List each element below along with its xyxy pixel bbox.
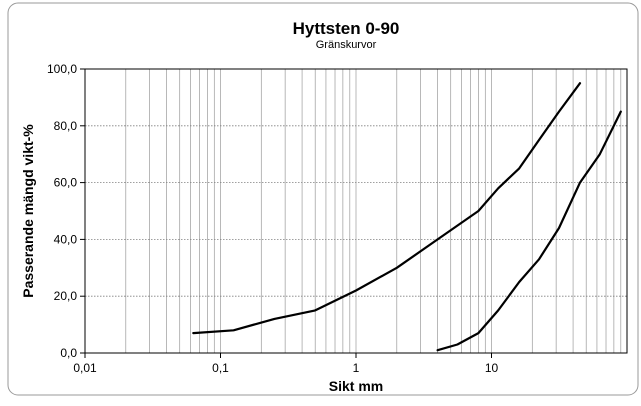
x-tick-label: 0,01 <box>73 361 97 375</box>
x-axis-ticks: 0,01 0,1 1 10 <box>73 353 498 375</box>
y-tick-label: 0,0 <box>60 346 77 360</box>
y-tick-label: 80,0 <box>54 119 78 133</box>
chart-border <box>7 2 639 396</box>
x-tick-label: 0,1 <box>212 361 229 375</box>
x-tick-label: 1 <box>353 361 360 375</box>
series-line-1 <box>192 82 582 335</box>
x-tick-label: 10 <box>485 361 499 375</box>
series-line-2 <box>436 110 622 352</box>
x-axis-label: Sikt mm <box>329 378 383 394</box>
series-group <box>192 82 622 352</box>
y-axis-ticks: 0,0 20,0 40,0 60,0 80,0 100,0 <box>47 62 85 360</box>
chart-title: Hyttsten 0-90 <box>293 19 400 38</box>
y-tick-label: 20,0 <box>54 289 78 303</box>
y-axis-label: Passerande mängd vikt-% <box>20 124 36 298</box>
y-tick-label: 60,0 <box>54 176 78 190</box>
y-tick-label: 40,0 <box>54 232 78 246</box>
y-tick-label: 100,0 <box>47 62 77 76</box>
chart-subtitle: Gränskurvor <box>316 39 377 51</box>
